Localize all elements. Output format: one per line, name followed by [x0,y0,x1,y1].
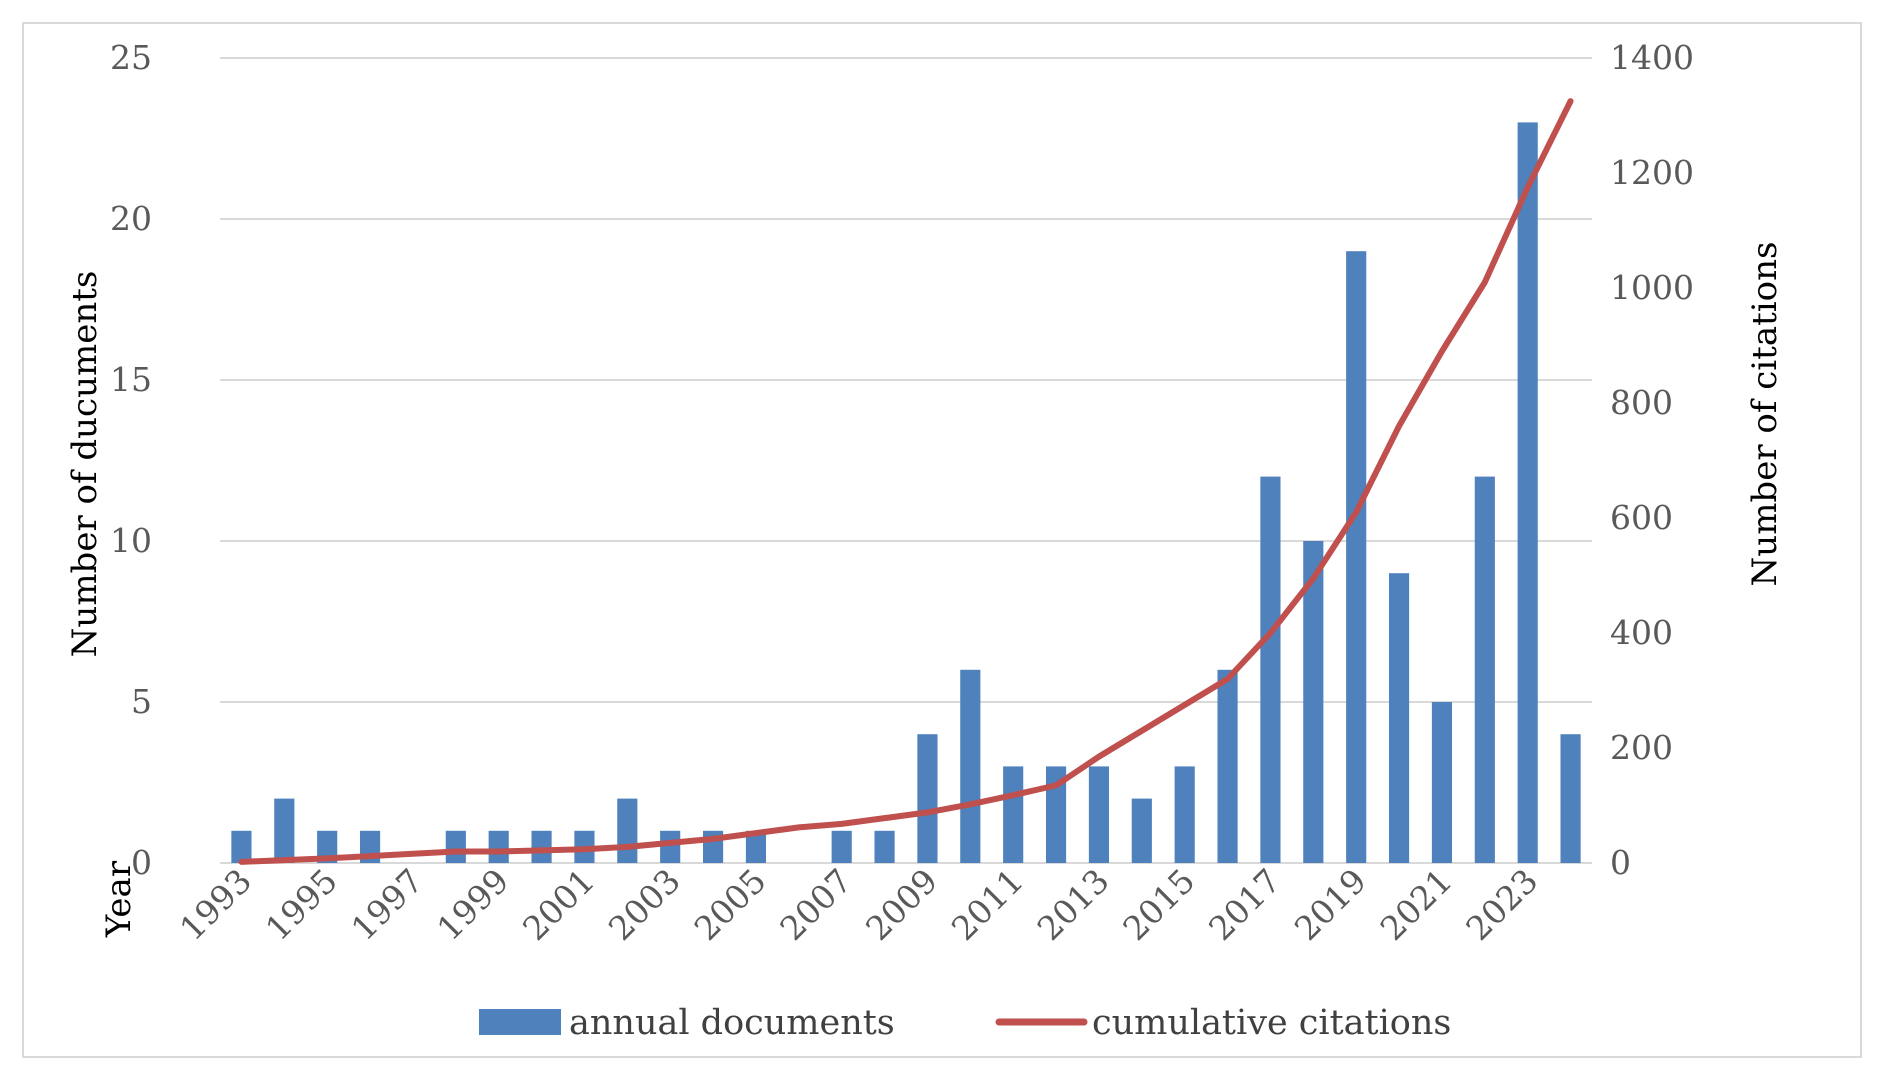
bar [1388,573,1410,863]
bar [1517,122,1538,863]
x-tick-label: 1997 [344,861,431,948]
y2-tick-label: 200 [1610,728,1673,767]
y2-tick-label: 1200 [1610,153,1694,192]
bar [1217,669,1238,863]
y-tick-label: 5 [131,682,152,721]
x-tick-label: 1993 [172,861,259,948]
y2-tick-label: 0 [1610,843,1631,882]
bar [445,830,466,863]
bar [1131,798,1152,863]
bar [831,830,852,863]
x-tick-label: 2021 [1373,861,1460,948]
legend-label-cumulative-citations: cumulative citations [1092,1003,1451,1043]
x-tick-label: 2019 [1287,861,1374,948]
bar [1088,766,1110,863]
bar [1303,541,1324,863]
bar [1003,766,1024,863]
x-tick-label: 2005 [687,861,774,948]
x-axis-title: Year [99,860,139,938]
cumulative-citations-line [238,98,1574,865]
chart-frame: 0 5 10 15 20 25 0 200 400 600 800 1000 1200 1400 1993 1… [22,22,1862,1058]
y2-tick-label: 1000 [1610,268,1694,307]
x-tick-label: 2003 [601,861,688,948]
x-tick-label: 2017 [1201,861,1288,948]
y-tick-label: 20 [110,199,152,238]
y2-axis-title: Number of citations [1745,242,1785,587]
x-tick-label: 1995 [258,861,345,948]
y-tick-label: 10 [110,521,152,560]
x-tick-label: 2001 [515,861,602,948]
y2-tick-label: 1400 [1610,38,1694,77]
bar [231,830,252,863]
x-tick-label: 1999 [429,861,516,948]
bar [488,830,509,863]
bar [531,830,552,863]
bar [1260,476,1281,863]
legend-label-annual-documents: annual documents [569,1003,895,1043]
bar [745,830,767,863]
bar [960,669,981,863]
bar [1174,766,1195,863]
y-tick-label: 25 [110,38,152,77]
y2-tick-label: 800 [1610,383,1673,422]
bar [917,734,938,863]
x-tick-label: 2009 [858,861,945,948]
y-tick-label: 15 [110,360,152,399]
bar [1560,734,1581,863]
bar [274,798,295,863]
x-tick-label: 2011 [944,861,1031,948]
x-tick-label: 2015 [1115,861,1202,948]
bar [1045,766,1067,863]
bar [874,830,895,863]
x-tick-label: 2013 [1030,861,1117,948]
y2-tick-label: 400 [1610,613,1673,652]
chart-svg: 0510152025020040060080010001200140019931… [65,38,1785,1043]
x-tick-label: 2023 [1458,861,1545,948]
bar [660,830,681,863]
y2-tick-label: 600 [1610,498,1673,537]
bar [1431,702,1453,863]
bar [1346,251,1367,863]
y-tick-label: 0 [131,843,152,882]
bar [1474,476,1495,863]
y-axis-title: Number of ducuments [65,271,105,658]
legend-swatch-annual-documents [479,1009,561,1035]
bar [317,830,338,863]
x-tick-label: 2007 [772,861,859,948]
bar [617,798,638,863]
